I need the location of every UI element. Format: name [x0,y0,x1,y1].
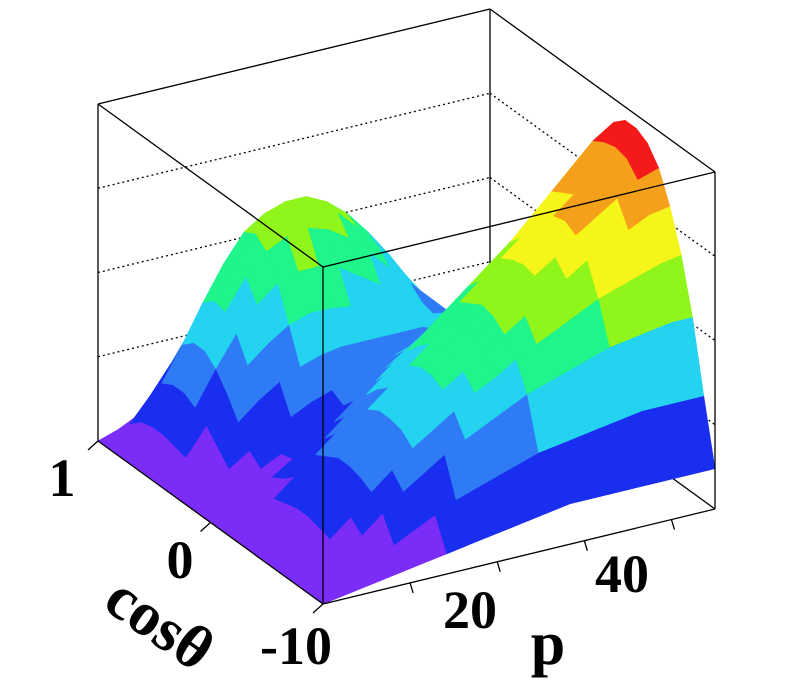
x-axis-title: p [531,610,565,678]
right-wall-gridline [489,92,716,257]
y-tick-label-0: 0 [167,530,194,590]
back-top-edge [97,8,491,105]
right-top-edge [489,8,716,173]
y-tick-mark [200,522,211,532]
left-top-edge [97,103,324,268]
x-tick-mark [409,582,414,594]
x-tick-mark [496,561,501,572]
front-floor-edge [322,508,716,605]
corner-tick-label: -10 [260,616,332,676]
front-top-edge [322,171,716,268]
y-tick-mark [312,603,324,614]
back-wall-gridline [97,92,491,189]
y-tick-mark [87,440,99,451]
y-tick-label-1: 1 [49,448,76,508]
x-tick-mark [583,540,588,551]
x-tick-label-20: 20 [443,580,497,640]
surface-mesh [97,119,716,605]
x-tick-mark [670,519,676,530]
y-axis-title: cosθ [93,563,226,685]
x-tick-label-40: 40 [595,544,649,604]
box-front-frame [87,103,716,614]
